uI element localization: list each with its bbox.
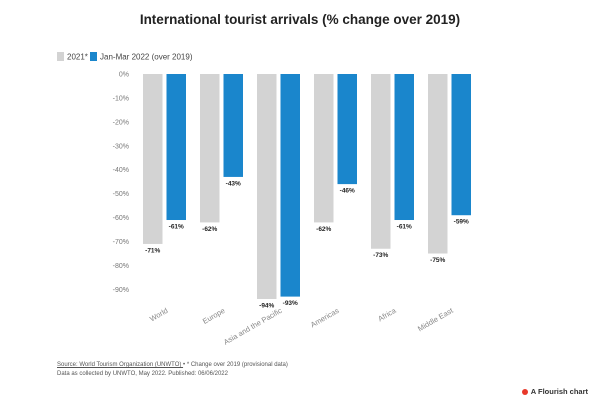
legend-label-1[interactable]: Jan-Mar 2022 (over 2019) [100, 53, 193, 62]
bar-janmar2022-0[interactable] [166, 74, 187, 221]
data-label: -62% [202, 226, 217, 233]
legend-swatch-0[interactable] [57, 52, 64, 61]
bar-janmar2022-2[interactable] [280, 74, 301, 297]
bar-2021-0[interactable] [143, 74, 163, 244]
y-tick-label: -40% [113, 167, 129, 174]
data-collection-note: Data as collected by UNWTO, May 2022. Pu… [57, 371, 228, 377]
legend-label-0[interactable]: 2021* [67, 53, 88, 62]
bar-2021-1[interactable] [200, 74, 220, 223]
data-label: -43% [226, 180, 241, 187]
data-label: -73% [373, 252, 388, 259]
x-category-label: Americas [309, 306, 341, 330]
flourish-label[interactable]: A Flourish chart [530, 387, 588, 396]
data-label: -94% [259, 303, 274, 310]
bar-2021-2[interactable] [257, 74, 277, 299]
x-category-label: Asia and the Pacific [222, 306, 284, 347]
bar-2021-3[interactable] [314, 74, 334, 223]
y-tick-label: -80% [113, 263, 129, 270]
bar-janmar2022-4[interactable] [394, 74, 415, 221]
data-label: -59% [454, 219, 469, 226]
bars: -71% -61% -62% -43% -94% -93% -62% -46% -73% -61%… [143, 74, 471, 310]
data-label: -61% [169, 224, 184, 231]
data-label: -61% [397, 224, 412, 231]
data-label: -75% [430, 257, 445, 264]
x-category-label: Middle East [416, 305, 455, 333]
y-tick-label: -70% [113, 239, 129, 246]
y-tick-label: -10% [113, 95, 129, 102]
y-axis: 0% -10% -20% -30% -40% -50% -60% -70% -80% -90% [113, 72, 129, 294]
data-label: -46% [340, 188, 355, 195]
flourish-logo-icon [521, 388, 528, 395]
source-link[interactable]: Source: World Tourism Organization (UNWT… [57, 362, 184, 368]
bar-janmar2022-1[interactable] [223, 74, 244, 177]
bar-2021-4[interactable] [371, 74, 391, 249]
y-tick-label: -20% [113, 119, 129, 126]
y-tick-label: -30% [113, 143, 129, 150]
bar-2021-5[interactable] [428, 74, 448, 254]
x-category-label: World [148, 306, 169, 324]
footer-notes: Source: World Tourism Organization (UNWT… [57, 361, 288, 379]
y-tick-label: -90% [113, 287, 129, 294]
flourish-credit[interactable]: A Flourish chart [521, 387, 588, 396]
source-note: • * Change over 2019 (provisional data) [183, 362, 288, 368]
x-category-label: Europe [201, 306, 226, 326]
y-tick-label: -60% [113, 215, 129, 222]
legend: 2021* Jan-Mar 2022 (over 2019) [57, 52, 193, 62]
data-label: -71% [145, 247, 160, 254]
x-category-label: Africa [376, 306, 398, 324]
data-label: -62% [316, 226, 331, 233]
chart-title: International tourist arrivals (% change… [140, 12, 460, 27]
legend-swatch-1[interactable] [90, 52, 97, 61]
source-line: Source: World Tourism Organization (UNWT… [57, 361, 288, 370]
bar-janmar2022-5[interactable] [451, 74, 472, 216]
data-label: -93% [283, 300, 298, 307]
y-tick-label: 0% [119, 72, 129, 79]
bar-janmar2022-3[interactable] [337, 74, 358, 185]
y-tick-label: -50% [113, 191, 129, 198]
